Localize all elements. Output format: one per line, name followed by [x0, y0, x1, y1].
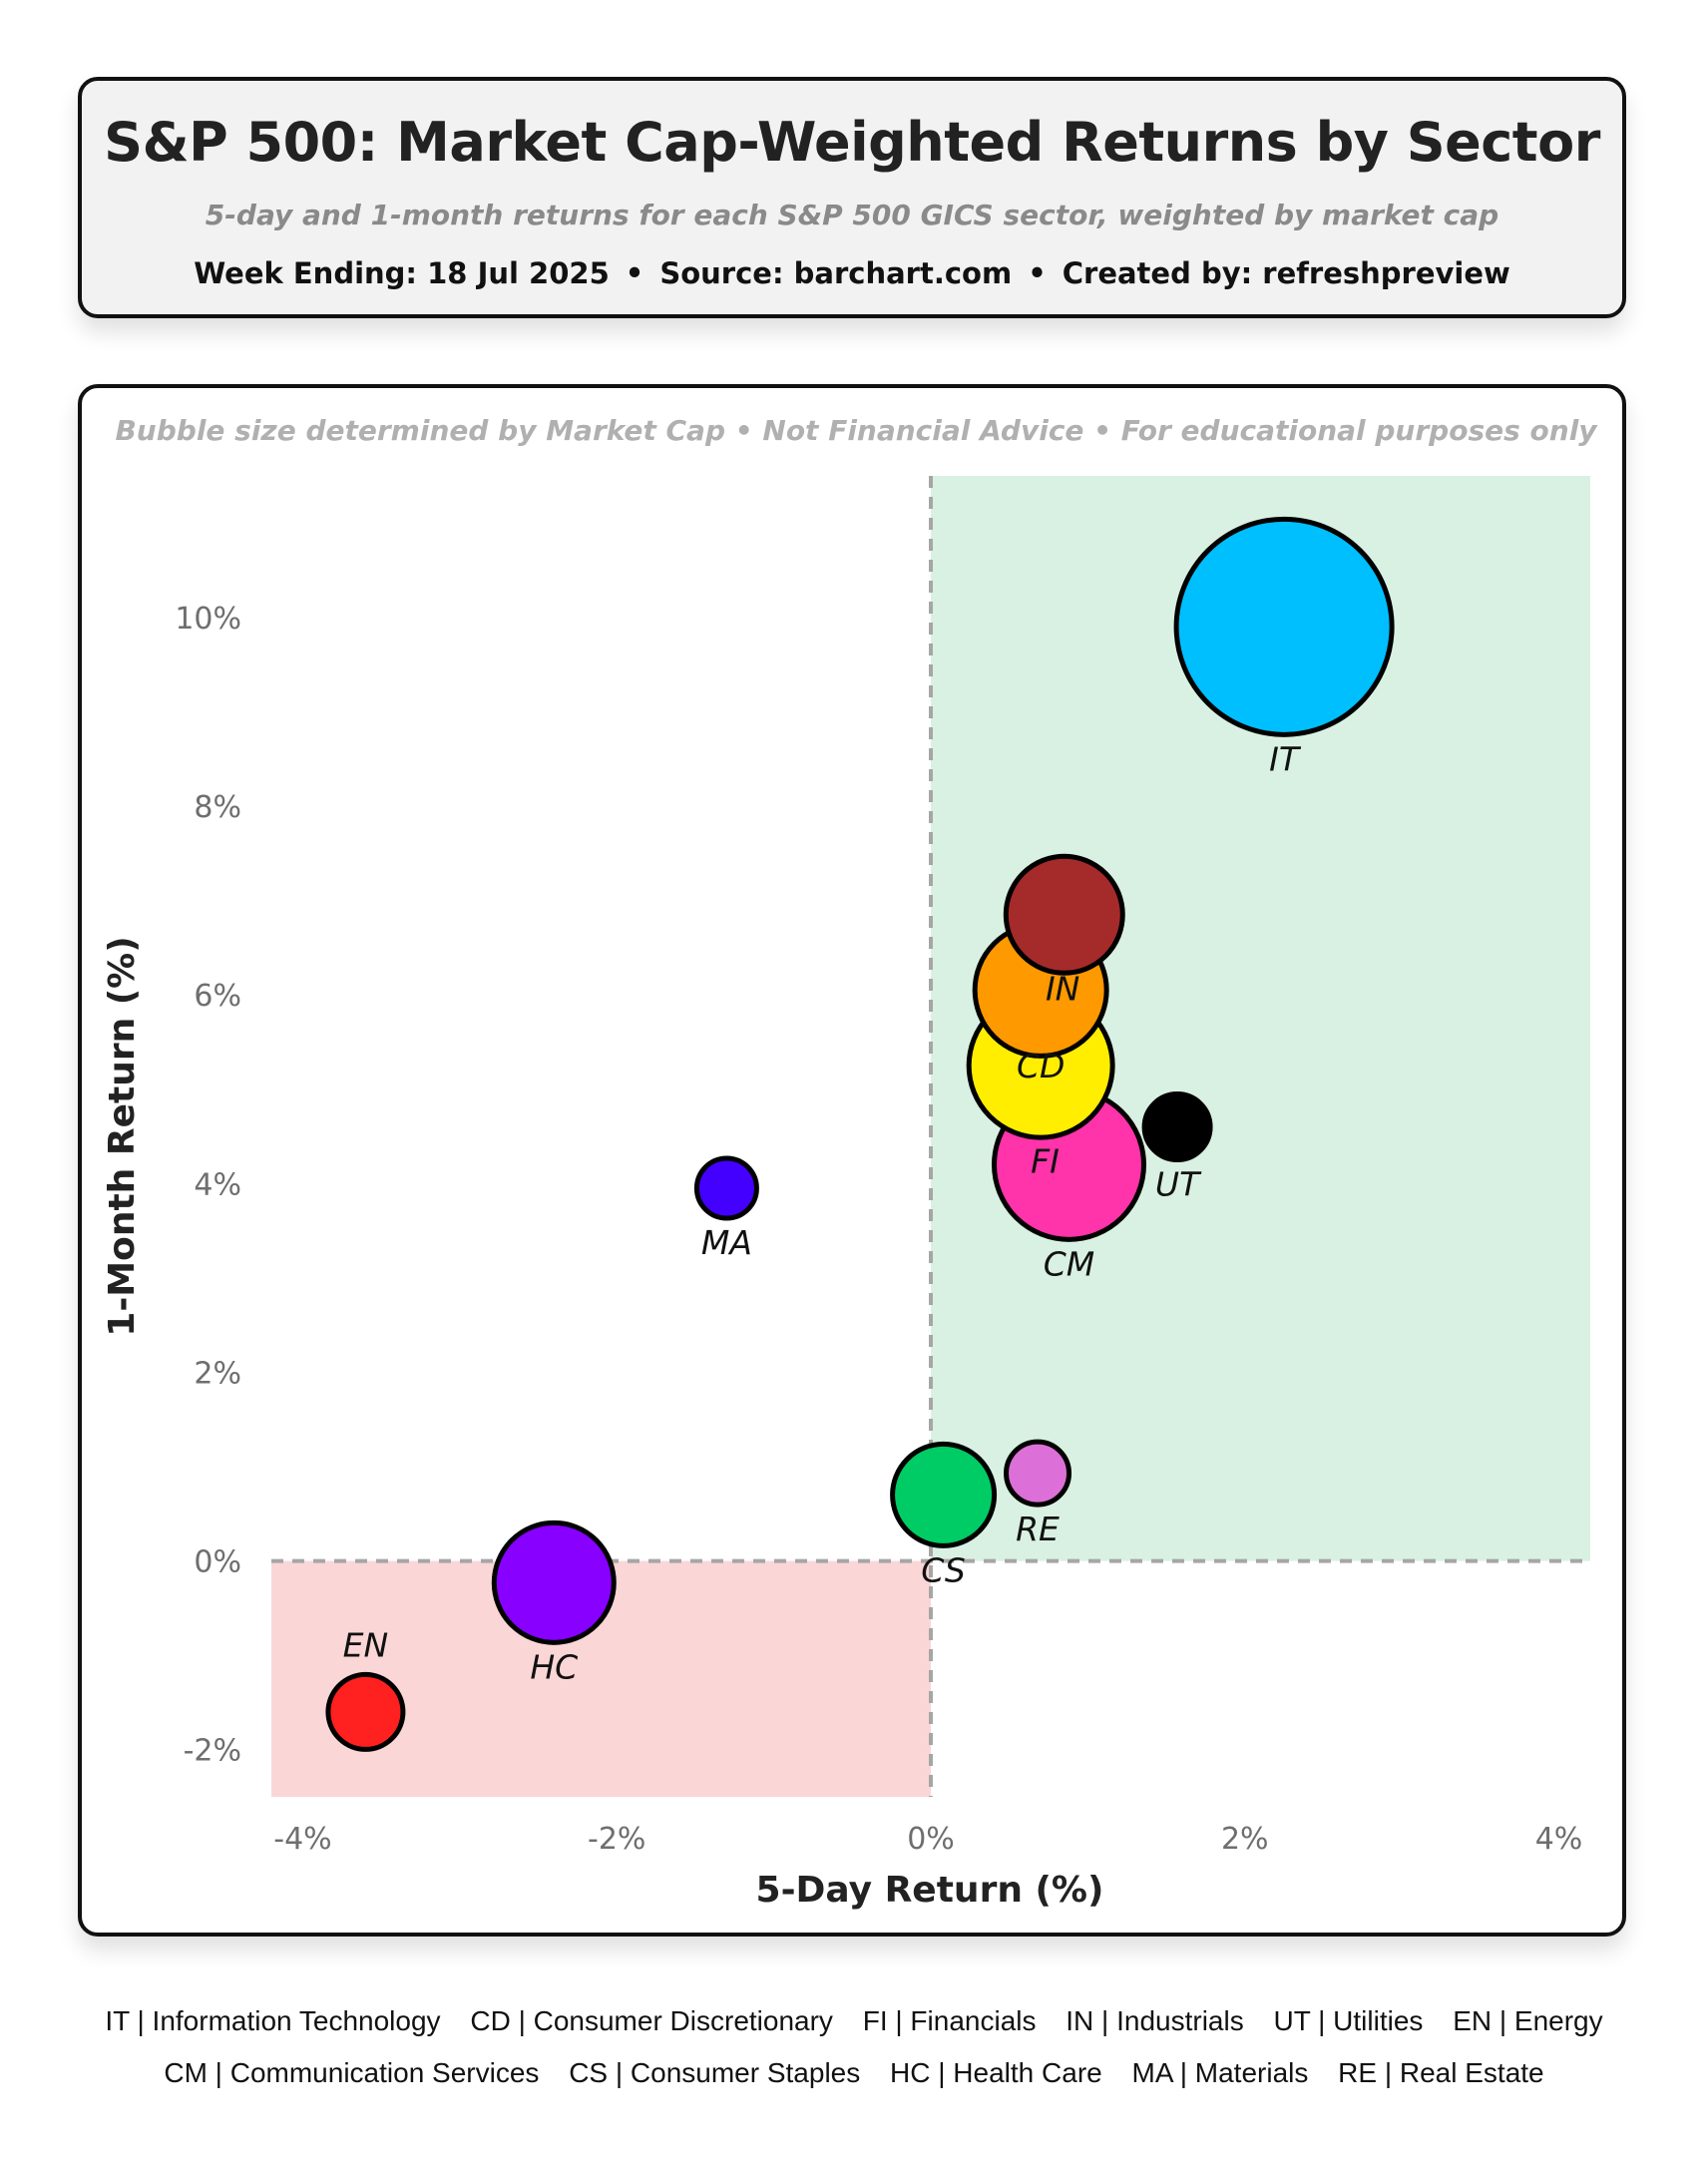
x-axis-label: 5-Day Return (%)	[756, 1870, 1104, 1911]
legend-row-2: CM | Communication Services CS | Consume…	[0, 2047, 1708, 2099]
legend-item-ma: MA | Materials	[1131, 2057, 1309, 2088]
legend-item-cd: CD | Consumer Discretionary	[470, 2005, 833, 2036]
bubble-label-ut: UT	[1155, 1165, 1202, 1204]
x-tick-label: 2%	[1221, 1822, 1269, 1857]
chart-card: Bubble size determined by Market Cap • N…	[78, 384, 1626, 1937]
bubble-label-cm: CM	[1044, 1244, 1095, 1283]
bubble-ma	[693, 1155, 759, 1221]
bubble-label-en: EN	[343, 1625, 389, 1664]
meta-separator: •	[625, 256, 644, 290]
x-tick-label: -2%	[588, 1822, 645, 1857]
x-tick-label: -4%	[273, 1822, 331, 1857]
y-tick-label: 8%	[194, 790, 241, 825]
week-ending: Week Ending: 18 Jul 2025	[194, 256, 610, 290]
sector-legend: IT | Information Technology CD | Consume…	[0, 1995, 1708, 2099]
bubble-label-re: RE	[1016, 1510, 1060, 1548]
y-tick-label: 2%	[194, 1356, 241, 1391]
legend-item-it: IT | Information Technology	[105, 2005, 441, 2036]
bubble-label-fi: FI	[1031, 1141, 1060, 1180]
y-tick-label: -2%	[184, 1734, 241, 1769]
chart-meta: Week Ending: 18 Jul 2025 • Source: barchar…	[82, 256, 1622, 290]
bubble-hc	[491, 1519, 617, 1645]
bubble-label-cs: CS	[921, 1550, 966, 1589]
y-axis-label: 1-Month Return (%)	[102, 936, 143, 1336]
y-tick-label: 6%	[194, 979, 241, 1014]
created-by: Created by: refreshpreview	[1062, 256, 1510, 290]
bubble-label-hc: HC	[530, 1647, 578, 1686]
bubble-label-it: IT	[1269, 739, 1302, 778]
bubble-re	[1004, 1439, 1072, 1508]
x-tick-label: 4%	[1535, 1822, 1583, 1857]
bubble-ma-top	[1003, 853, 1125, 976]
legend-item-cs: CS | Consumer Staples	[569, 2057, 861, 2088]
bubble-it	[1173, 516, 1395, 737]
legend-item-en: EN | Energy	[1453, 2005, 1603, 2036]
meta-separator: •	[1028, 256, 1047, 290]
legend-item-cm: CM | Communication Services	[164, 2057, 540, 2088]
chart-note: Bubble size determined by Market Cap • N…	[115, 414, 1598, 447]
y-tick-label: 0%	[194, 1545, 241, 1580]
legend-item-in: IN | Industrials	[1066, 2005, 1244, 2036]
legend-item-hc: HC | Health Care	[890, 2057, 1102, 2088]
legend-item-fi: FI | Financials	[862, 2005, 1037, 2036]
legend-item-re: RE | Real Estate	[1338, 2057, 1544, 2088]
legend-row-1: IT | Information Technology CD | Consume…	[0, 1995, 1708, 2047]
y-tick-label: 10%	[175, 602, 241, 637]
chart-subtitle: 5-day and 1-month returns for each S&P 5…	[205, 199, 1499, 231]
legend-item-ut: UT | Utilities	[1273, 2005, 1424, 2036]
bubble-chart: Bubble size determined by Market Cap • N…	[102, 414, 1598, 1911]
source: Source: barchart.com	[659, 256, 1013, 290]
bubble-label-in: IN	[1046, 969, 1079, 1008]
y-tick-label: 4%	[194, 1167, 241, 1202]
header-card: S&P 500: Market Cap-Weighted Returns by …	[78, 77, 1626, 318]
bubble-ut	[1141, 1091, 1213, 1163]
bubble-cs	[890, 1441, 998, 1548]
bubble-label-cd: CD	[1017, 1047, 1065, 1085]
bubble-label-ma: MA	[701, 1223, 752, 1262]
bubble-en	[325, 1671, 406, 1752]
x-tick-label: 0%	[907, 1822, 955, 1857]
chart-title: S&P 500: Market Cap-Weighted Returns by …	[104, 111, 1600, 174]
